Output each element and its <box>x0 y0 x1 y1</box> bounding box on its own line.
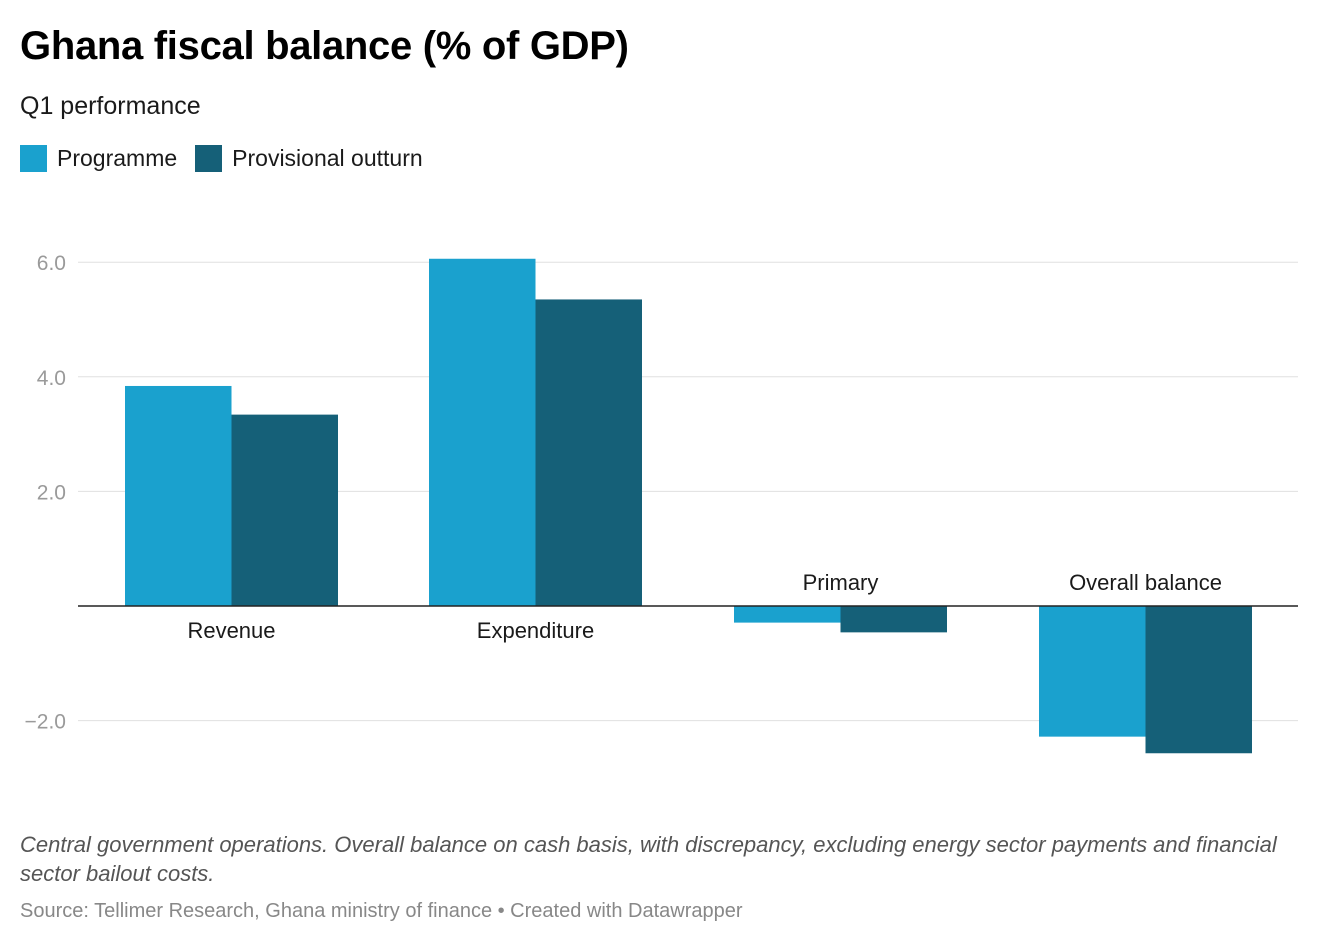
legend-item-provisional-outturn: Provisional outturn <box>195 145 423 172</box>
legend-item-programme: Programme <box>20 145 177 172</box>
y-tick-label: −2.0 <box>25 711 66 734</box>
bar-programme <box>734 606 841 623</box>
category-label: Primary <box>803 570 879 595</box>
legend-label-provisional-outturn: Provisional outturn <box>232 145 423 171</box>
legend: Programme Provisional outturn <box>20 145 441 172</box>
category-label: Revenue <box>187 618 275 643</box>
chart-source: Source: Tellimer Research, Ghana ministr… <box>20 900 743 922</box>
bar-provisional-outturn <box>231 414 338 606</box>
bar-provisional-outturn <box>535 299 642 606</box>
category-label: Overall balance <box>1069 570 1222 595</box>
y-tick-label: 2.0 <box>37 481 66 504</box>
y-tick-label: 4.0 <box>37 367 66 390</box>
bar-programme <box>1039 606 1146 737</box>
chart-title: Ghana fiscal balance (% of GDP) <box>20 24 629 68</box>
legend-swatch-programme <box>20 145 47 172</box>
legend-swatch-provisional-outturn <box>195 145 223 172</box>
bar-provisional-outturn <box>1145 606 1252 754</box>
bar-programme <box>429 258 536 606</box>
y-tick-label: 6.0 <box>37 252 66 275</box>
bar-programme <box>125 385 232 606</box>
bar-chart: 6.0 4.0 2.0 −2.0 Revenue Expenditure Primary Ov… <box>25 252 1298 754</box>
chart-subtitle: Q1 performance <box>20 92 201 120</box>
bar-provisional-outturn <box>840 606 947 633</box>
category-label: Expenditure <box>477 618 594 643</box>
legend-label-programme: Programme <box>57 145 178 171</box>
chart-notes: Central government operations. Overall b… <box>20 832 1277 886</box>
